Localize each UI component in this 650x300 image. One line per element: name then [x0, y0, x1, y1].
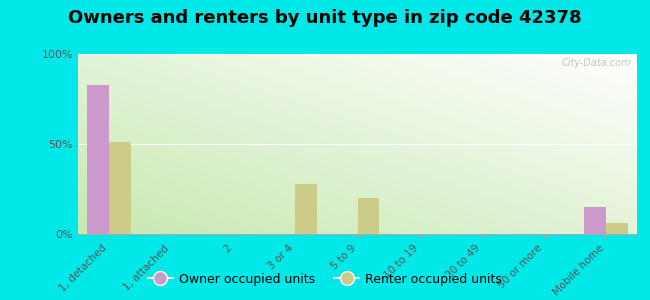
Text: Owners and renters by unit type in zip code 42378: Owners and renters by unit type in zip c… [68, 9, 582, 27]
Legend: Owner occupied units, Renter occupied units: Owner occupied units, Renter occupied un… [143, 268, 507, 291]
Bar [584, 207, 606, 234]
Bar [87, 85, 109, 234]
Bar [295, 184, 317, 234]
Text: City-Data.com: City-Data.com [562, 58, 631, 68]
Bar [358, 198, 379, 234]
Bar [606, 223, 628, 234]
Bar [109, 142, 131, 234]
